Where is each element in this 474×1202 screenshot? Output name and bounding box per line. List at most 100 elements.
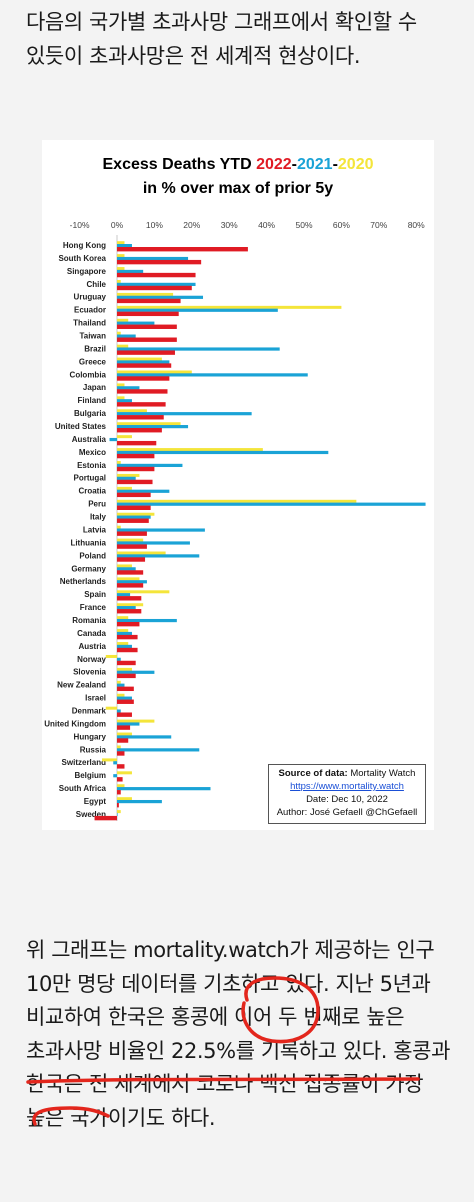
bar-2021 <box>117 450 329 455</box>
bar-2020 <box>117 383 125 387</box>
category-label: Portugal <box>74 474 106 483</box>
category-label: South Korea <box>58 254 106 263</box>
category-label: Mexico <box>79 448 106 457</box>
category-label: United States <box>55 422 107 431</box>
bar-2020 <box>117 551 166 555</box>
category-label: Japan <box>83 383 106 392</box>
category-label: South Africa <box>59 784 107 793</box>
category-label: Estonia <box>77 461 106 470</box>
bar-2021 <box>117 787 211 791</box>
category-label: Uruguay <box>74 293 107 302</box>
bar-2022 <box>117 389 168 394</box>
bar-2022 <box>117 699 134 704</box>
bar-2021 <box>117 696 132 700</box>
source-link[interactable]: https://www.mortality.watch <box>290 781 404 792</box>
bar-2022 <box>117 790 121 795</box>
x-tick-label: 0% <box>111 220 124 230</box>
bar-2022 <box>117 259 202 265</box>
category-label: Romania <box>72 616 106 625</box>
bar-2022 <box>117 596 142 601</box>
bar-2020 <box>117 292 174 296</box>
bar-2021 <box>117 799 162 804</box>
bar-2020 <box>117 616 129 620</box>
chart-title-sep1: - <box>291 156 297 173</box>
chart-title: Excess Deaths YTD 2022-2021-2020 <box>42 156 434 174</box>
bar-2021 <box>117 670 155 674</box>
bar-2022 <box>117 402 166 407</box>
category-label: Peru <box>88 500 106 509</box>
bar-2020 <box>105 706 117 710</box>
bar-2022 <box>117 311 179 317</box>
bar-2020 <box>105 654 117 658</box>
x-tick-label: -10% <box>70 220 90 230</box>
bar-2022 <box>117 479 153 485</box>
bar-2020 <box>117 680 121 684</box>
bar-2021 <box>117 256 189 261</box>
category-label: Netherlands <box>60 577 107 586</box>
bar-2020 <box>117 564 132 568</box>
bar-2022 <box>117 738 129 743</box>
chart-title-year-2022: 2022 <box>256 156 292 173</box>
bar-2020 <box>117 693 125 697</box>
bar-2022 <box>117 531 147 536</box>
bar-2020 <box>117 797 132 801</box>
bar-2021 <box>117 399 132 403</box>
bar-2022 <box>117 440 157 446</box>
bar-2021 <box>117 269 144 274</box>
category-label: France <box>80 603 107 612</box>
category-label: Ecuador <box>74 306 106 315</box>
bar-2021 <box>117 386 140 390</box>
category-label: Poland <box>79 551 106 560</box>
x-tick-label: 20% <box>183 220 200 230</box>
bar-2021 <box>117 321 155 325</box>
bar-2020 <box>117 810 121 814</box>
bar-2022 <box>117 621 140 627</box>
bar-2020 <box>117 577 140 581</box>
bar-2020 <box>117 642 129 646</box>
bar-2020 <box>117 267 125 271</box>
bar-2021 <box>117 593 131 597</box>
bar-2021 <box>117 722 140 726</box>
bar-2022 <box>117 415 164 420</box>
bar-2020 <box>117 525 121 529</box>
source-author: Author: José Gefaell @ChGefaell <box>276 807 418 818</box>
bar-2020 <box>117 305 342 309</box>
bar-2021 <box>117 308 278 312</box>
category-label: New Zealand <box>57 681 106 690</box>
bar-2021 <box>117 567 136 571</box>
bar-2022 <box>117 686 134 692</box>
bar-2020 <box>117 461 121 465</box>
bar-2022 <box>117 557 146 562</box>
bar-2021 <box>117 244 132 248</box>
bar-2021 <box>117 515 151 519</box>
bar-2020 <box>117 745 121 749</box>
bar-2021 <box>117 644 132 649</box>
bar-2021 <box>117 748 200 752</box>
category-label: Thailand <box>73 319 106 328</box>
bar-2020 <box>117 667 132 671</box>
bar-2020 <box>117 771 132 775</box>
bar-plot: -10% 0% 10% 20% 30% 40% 50% 60% 70% 80% Hong Kong S… <box>44 220 426 821</box>
bar-2021 <box>117 295 204 299</box>
bar-2021 <box>117 502 426 506</box>
bar-2020 <box>117 396 125 400</box>
bar-2020 <box>117 538 144 542</box>
category-label: Canada <box>77 629 106 638</box>
bar-2022 <box>117 272 196 278</box>
bar-2020 <box>117 344 129 348</box>
bar-2021 <box>113 774 117 778</box>
bar-2022 <box>117 363 172 368</box>
bar-2020 <box>117 486 132 490</box>
category-label: Sweden <box>76 810 106 819</box>
bar-2021 <box>117 334 136 338</box>
bar-2022 <box>117 609 142 614</box>
bar-2022 <box>94 815 117 821</box>
bar-2022 <box>117 673 136 679</box>
bar-2022 <box>117 466 155 472</box>
bar-2022 <box>117 583 144 588</box>
bar-2020 <box>117 279 121 283</box>
bar-2021 <box>117 657 121 661</box>
bar-2021 <box>117 425 189 429</box>
bar-2021 <box>117 373 308 377</box>
category-label: Denmark <box>72 706 107 715</box>
